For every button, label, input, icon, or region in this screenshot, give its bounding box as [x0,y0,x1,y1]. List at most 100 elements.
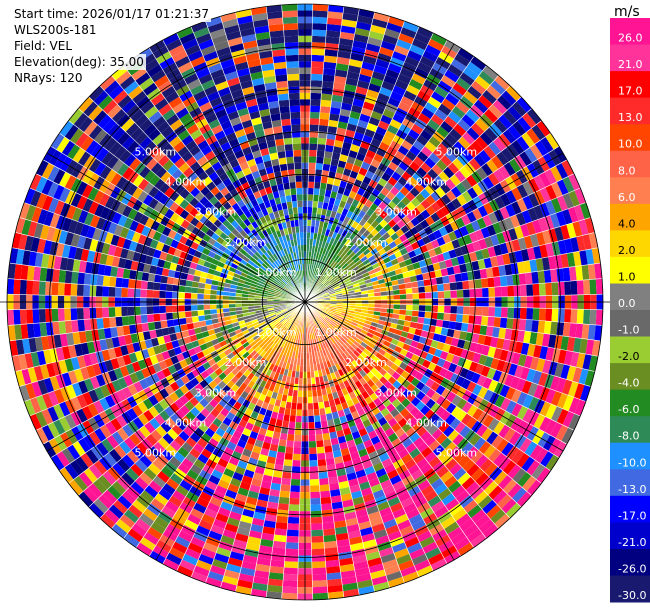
velocity-gate [360,341,368,349]
velocity-gate [557,281,565,296]
velocity-gate [459,425,471,438]
velocity-gate [361,303,369,307]
velocity-gate [123,533,140,548]
velocity-gate [158,193,170,205]
velocity-gate [351,236,359,245]
velocity-gate [322,279,328,285]
velocity-gate [245,242,253,250]
velocity-gate [357,448,369,458]
velocity-gate [163,260,172,270]
velocity-gate [245,262,253,269]
velocity-gate [562,176,575,193]
velocity-gate [285,401,292,409]
velocity-gate [116,326,125,337]
velocity-gate [359,67,374,78]
ray-separator [304,301,601,342]
velocity-gate [105,421,117,435]
velocity-gate [244,252,252,260]
velocity-gate [357,242,365,250]
velocity-gate [529,144,543,160]
velocity-gate [317,253,322,261]
velocity-gate [367,430,378,440]
velocity-gate [88,389,99,403]
velocity-gate [355,337,363,345]
velocity-gate [301,346,304,353]
velocity-gate [115,277,123,288]
velocity-gate [314,310,320,316]
velocity-gate [444,305,451,314]
velocity-gate [397,417,408,428]
velocity-gate [307,396,313,404]
velocity-gate [363,275,371,281]
velocity-gate [389,408,400,418]
velocity-gate [292,453,301,461]
velocity-gate [59,187,71,203]
velocity-gate [352,554,368,564]
velocity-gate [310,326,314,333]
velocity-gate [146,247,156,257]
velocity-gate [184,286,192,293]
velocity-gate [335,332,342,339]
velocity-gate [345,517,359,527]
velocity-gate [311,554,326,562]
velocity-gate [173,232,183,242]
velocity-gate [324,249,330,257]
velocity-gate [309,326,313,334]
velocity-gate [474,278,482,289]
velocity-gate [39,224,50,240]
velocity-gate [467,504,483,519]
velocity-gate [256,557,272,566]
velocity-gate [309,472,319,480]
velocity-gate [184,519,199,531]
velocity-gate [428,346,437,356]
velocity-gate [508,363,518,377]
velocity-gate [186,322,194,331]
velocity-gate [499,349,509,362]
velocity-gate [256,258,264,265]
velocity-gate [284,554,299,562]
velocity-gate [56,136,70,153]
velocity-gate [344,231,352,240]
velocity-gate [379,86,393,97]
ray-separator [304,47,461,303]
velocity-gate [26,265,35,281]
velocity-gate [64,124,79,141]
velocity-gate [402,571,419,583]
velocity-gate [139,136,153,150]
velocity-gate [176,565,194,578]
velocity-gate [163,197,175,209]
velocity-gate [217,312,224,319]
velocity-gate [200,448,213,459]
velocity-gate [90,273,98,286]
velocity-gate [93,129,108,144]
velocity-gate [312,286,317,292]
ray-separator [281,301,306,600]
velocity-gate [460,348,470,360]
velocity-gate [358,210,367,219]
velocity-gate [167,164,179,176]
velocity-gate [121,472,135,486]
velocity-gate [265,258,273,266]
ray-separator [304,301,448,565]
velocity-gate [455,375,466,387]
velocity-gate [418,259,427,268]
velocity-gate [187,348,197,357]
velocity-gate [380,240,389,249]
velocity-gate [216,290,224,296]
velocity-gate [400,27,417,39]
velocity-gate [526,307,534,320]
velocity-gate [470,140,484,154]
velocity-gate [460,244,470,256]
velocity-gate [498,265,507,277]
velocity-gate [125,122,140,137]
velocity-gate [335,309,342,313]
velocity-gate [463,340,472,351]
velocity-gate [447,429,460,442]
velocity-gate [392,113,405,124]
velocity-gate [533,344,542,359]
velocity-gate [236,332,244,339]
velocity-gate [276,322,282,329]
velocity-gate [439,350,449,361]
velocity-gate [340,374,348,383]
velocity-gate [574,383,585,400]
